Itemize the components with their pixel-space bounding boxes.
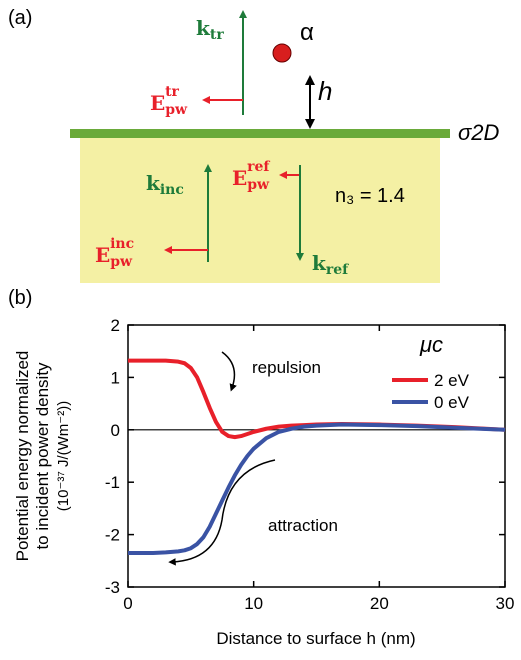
legend-title: μc bbox=[419, 332, 443, 357]
annotation: attraction bbox=[268, 516, 338, 535]
symbol: Epwref bbox=[232, 159, 270, 193]
symbol: h bbox=[318, 76, 332, 106]
arrow bbox=[168, 459, 276, 566]
symbol: Epwtr bbox=[150, 84, 188, 118]
y-label-line: Potential energy normalized bbox=[13, 351, 32, 562]
legend-label: 2 eV bbox=[434, 371, 470, 390]
sheet bbox=[70, 129, 450, 138]
panel-label: (b) bbox=[8, 287, 32, 309]
arrow bbox=[221, 351, 237, 392]
x-tick-label: 20 bbox=[370, 594, 389, 613]
y-tick-label: -2 bbox=[105, 526, 120, 545]
y-label-line: (10⁻³⁷ J/(Wm⁻²)) bbox=[55, 401, 72, 511]
symbol: α bbox=[300, 19, 314, 46]
symbol: kinc bbox=[146, 171, 184, 198]
x-tick-label: 30 bbox=[496, 594, 515, 613]
y-tick-label: -3 bbox=[105, 578, 120, 597]
particle bbox=[272, 43, 292, 63]
symbol: kref bbox=[312, 251, 349, 278]
symbol: ktr bbox=[196, 16, 224, 43]
legend-label: 0 eV bbox=[434, 393, 470, 412]
symbol: Epwinc bbox=[95, 236, 134, 270]
y-label-line: to incident power density bbox=[33, 362, 52, 550]
symbol: σ2D bbox=[458, 120, 500, 145]
annotation: repulsion bbox=[252, 358, 321, 377]
x-axis-label: Distance to surface h (nm) bbox=[216, 629, 415, 648]
substrate bbox=[80, 137, 440, 283]
index-label: n₃ = 1.4 bbox=[335, 185, 405, 207]
chart: (b) Distance to surface h (nm) Potential… bbox=[8, 287, 514, 648]
diagram: (a) ktr Epwtr α h σ2D kinc Epwinc Epwref… bbox=[8, 7, 500, 283]
line-series bbox=[128, 422, 506, 555]
y-tick-label: 0 bbox=[111, 421, 120, 440]
plot-frame bbox=[127, 324, 506, 588]
panel-label: (a) bbox=[8, 7, 32, 29]
y-axis-label: Potential energy normalized to incident … bbox=[13, 351, 72, 562]
x-tick-label: 0 bbox=[123, 594, 132, 613]
y-tick-label: 2 bbox=[111, 316, 120, 335]
y-tick-label: -1 bbox=[105, 473, 120, 492]
y-tick-label: 1 bbox=[111, 368, 120, 387]
x-tick-label: 10 bbox=[244, 594, 263, 613]
